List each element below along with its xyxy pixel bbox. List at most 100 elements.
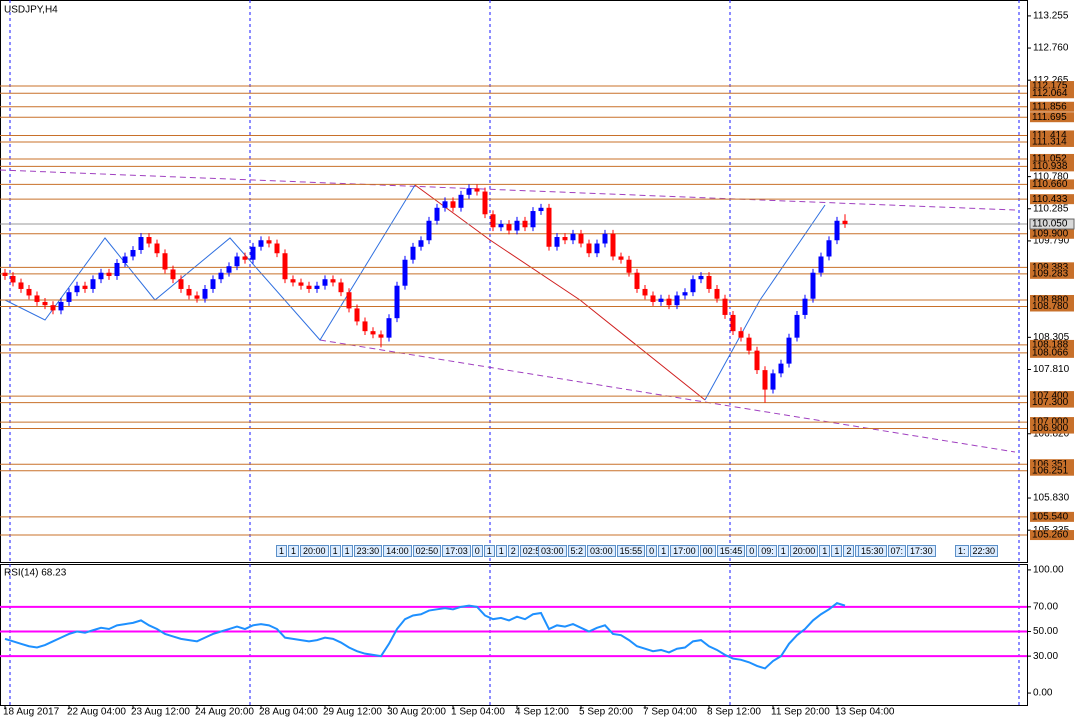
candle-body — [730, 314, 736, 332]
candle-body — [466, 188, 472, 195]
level-label: 107.400 — [1032, 391, 1069, 402]
level-box — [1030, 81, 1074, 92]
candle-body — [722, 298, 728, 315]
level-label: 105.540 — [1032, 512, 1069, 523]
candle-body — [626, 259, 632, 273]
candle-body — [554, 237, 560, 247]
candle-body — [362, 321, 368, 332]
candle-body — [482, 191, 488, 215]
level-box — [1030, 511, 1074, 522]
candle-body — [802, 298, 808, 315]
rsi-tick-label: 0.00 — [1033, 688, 1053, 699]
x-tick-label: 11 Sep 20:00 — [771, 707, 830, 718]
level-label: 109.283 — [1032, 268, 1069, 279]
level-label: 112.175 — [1032, 81, 1068, 92]
time-tag: 15:55 — [616, 545, 646, 557]
candle-body — [250, 246, 256, 260]
level-label: 110.938 — [1032, 161, 1068, 172]
level-box — [1030, 459, 1074, 470]
zigzag-down — [414, 184, 706, 401]
candle-body — [2, 272, 8, 276]
candle-body — [434, 207, 440, 221]
candle-body — [634, 272, 640, 289]
level-label: 108.880 — [1032, 295, 1069, 306]
rsi-tick-label: 30.00 — [1033, 651, 1058, 662]
level-box — [1030, 130, 1074, 141]
candle-body — [266, 240, 272, 244]
level-box — [1030, 112, 1074, 123]
time-tag: 1 — [288, 545, 300, 557]
level-box — [1030, 179, 1074, 190]
candle-body — [170, 269, 176, 280]
time-tag: 1 — [777, 545, 789, 557]
x-tick-label: 5 Sep 20:00 — [579, 707, 633, 718]
level-label: 109.900 — [1032, 228, 1069, 239]
current-price-box — [1029, 218, 1075, 230]
candle-body — [194, 295, 200, 299]
level-label: 106.251 — [1032, 465, 1069, 476]
candle-body — [834, 220, 840, 241]
rsi-tick-label: 70.00 — [1033, 601, 1058, 612]
time-tag: 02:50 — [412, 545, 442, 557]
x-tick-label: 13 Sep 04:00 — [835, 707, 895, 718]
candle-body — [234, 256, 240, 267]
candle-body — [370, 331, 376, 335]
current-price-label: 110.050 — [1032, 219, 1068, 230]
candle-body — [322, 279, 328, 286]
candle-body — [562, 237, 568, 241]
candle-body — [122, 256, 128, 263]
time-tag: 20:00 — [300, 545, 329, 557]
candle-body — [442, 201, 448, 208]
rsi-tick-label: 100.00 — [1033, 565, 1064, 576]
level-box — [1030, 262, 1074, 273]
candle-body — [706, 275, 712, 289]
candle-body — [578, 233, 584, 244]
candle-body — [378, 334, 384, 338]
candle-body — [242, 256, 248, 260]
level-label: 107.300 — [1032, 397, 1069, 408]
level-box — [1030, 294, 1074, 305]
candle-body — [666, 298, 672, 306]
y-tick-label: 108.305 — [1033, 332, 1070, 343]
candle-body — [450, 201, 456, 208]
candle-body — [130, 249, 136, 257]
candle-body — [394, 285, 400, 319]
level-label: 109.383 — [1032, 262, 1069, 273]
candle-body — [138, 237, 144, 250]
time-tag: 03:00 — [587, 545, 616, 557]
candle-body — [458, 194, 464, 208]
level-box — [1030, 301, 1074, 312]
level-box — [1030, 465, 1074, 476]
time-tag-group: 1: 22:30 — [955, 545, 999, 557]
level-label: 111.856 — [1032, 101, 1067, 112]
y-tick-label: 110.780 — [1033, 171, 1069, 182]
time-tag: 5:2 — [567, 545, 587, 557]
candle-body — [610, 233, 616, 257]
candle-body — [402, 259, 408, 286]
x-tick-label: 4 Sep 12:00 — [515, 707, 569, 718]
level-label: 112.064 — [1032, 88, 1068, 99]
rsi-panel — [0, 564, 1028, 706]
rsi-tick-label: 50.00 — [1033, 626, 1058, 637]
time-tag: 15:30 — [858, 545, 887, 557]
level-box — [1030, 423, 1074, 434]
candle-body — [66, 292, 72, 302]
y-tick-label: 106.820 — [1033, 428, 1070, 439]
time-tag-group: 15:30 07: 17:30 — [858, 545, 936, 557]
candle-body — [794, 314, 800, 338]
x-tick-label: 23 Aug 12:00 — [131, 707, 190, 718]
x-tick-label: 18 Aug 2017 — [3, 707, 60, 718]
level-box — [1030, 268, 1074, 279]
level-label: 111.414 — [1032, 130, 1067, 141]
candle-body — [690, 279, 696, 293]
candle-body — [42, 301, 48, 306]
candle-body — [426, 220, 432, 241]
time-tag: 20:00 — [789, 545, 819, 557]
candle-body — [826, 240, 832, 257]
candle-body — [818, 256, 824, 273]
candle-body — [202, 288, 208, 299]
time-tag: 17:00 — [670, 545, 699, 557]
candle-body — [538, 207, 544, 212]
x-tick-label: 28 Aug 04:00 — [259, 707, 318, 718]
